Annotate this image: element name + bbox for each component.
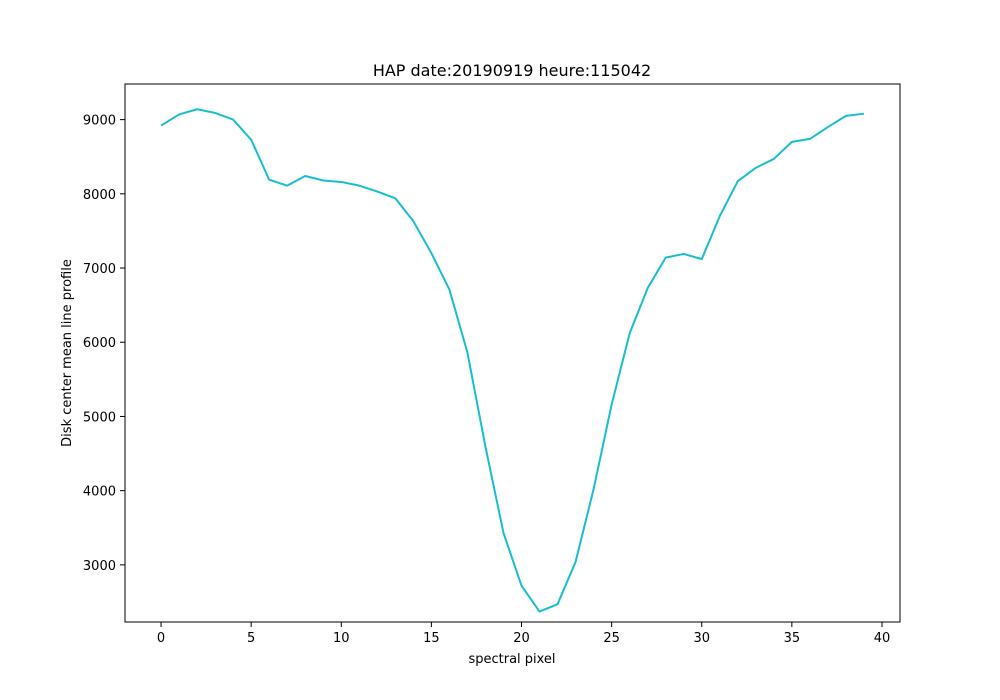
- y-axis-label: Disk center mean line profile: [60, 259, 75, 447]
- data-point: [809, 138, 811, 140]
- data-point: [611, 404, 613, 406]
- plot-area: [160, 108, 865, 613]
- data-point: [214, 112, 216, 114]
- data-point: [665, 257, 667, 259]
- x-tick-label: 40: [874, 631, 891, 646]
- x-tick-label: 25: [603, 631, 620, 646]
- x-axis-label: spectral pixel: [468, 652, 555, 667]
- data-point: [466, 352, 468, 354]
- y-tick-label: 6000: [83, 336, 116, 351]
- data-point: [683, 253, 685, 255]
- x-tick-label: 0: [157, 631, 165, 646]
- data-point: [521, 585, 523, 587]
- chart-title: HAP date:20190919 heure:115042: [373, 61, 651, 80]
- data-point: [737, 180, 739, 182]
- data-point: [286, 185, 288, 187]
- data-point: [484, 446, 486, 448]
- data-point: [575, 561, 577, 563]
- data-point: [791, 141, 793, 143]
- data-point: [268, 179, 270, 181]
- data-point: [430, 252, 432, 254]
- plot-frame: [124, 83, 901, 623]
- data-point: [322, 179, 324, 181]
- data-point: [502, 532, 504, 534]
- data-point: [160, 125, 162, 127]
- data-point: [178, 113, 180, 115]
- data-point: [755, 167, 757, 169]
- y-tick-label: 3000: [83, 559, 116, 574]
- data-point: [340, 181, 342, 183]
- data-point: [304, 175, 306, 177]
- data-point: [250, 139, 252, 141]
- x-tick-label: 15: [423, 631, 440, 646]
- y-axis: 3000 4000 5000 6000 7000 8000 9000: [83, 114, 125, 574]
- data-point: [196, 108, 198, 110]
- data-point: [719, 215, 721, 217]
- y-tick-label: 4000: [83, 485, 116, 500]
- data-point: [376, 191, 378, 193]
- data-point: [232, 119, 234, 121]
- x-tick-label: 20: [513, 631, 530, 646]
- x-tick-label: 35: [784, 631, 801, 646]
- data-point: [358, 185, 360, 187]
- data-point: [863, 113, 865, 115]
- data-point: [827, 126, 829, 128]
- data-point: [845, 115, 847, 117]
- data-point: [557, 603, 559, 605]
- data-point: [412, 220, 414, 222]
- x-tick-label: 5: [247, 631, 255, 646]
- y-tick-label: 9000: [83, 114, 116, 129]
- series-line: [160, 108, 865, 613]
- data-point: [647, 287, 649, 289]
- data-point: [593, 488, 595, 490]
- data-point: [773, 158, 775, 160]
- data-point: [701, 258, 703, 260]
- y-tick-label: 5000: [83, 410, 116, 425]
- data-point: [629, 332, 631, 334]
- x-axis: 0 5 10 15 20 25 30 35 40: [157, 622, 890, 646]
- x-tick-label: 10: [333, 631, 350, 646]
- y-tick-label: 7000: [83, 262, 116, 277]
- y-tick-label: 8000: [83, 188, 116, 203]
- data-point: [394, 197, 396, 199]
- data-point: [539, 611, 541, 613]
- data-point: [448, 289, 450, 291]
- x-tick-label: 30: [693, 631, 710, 646]
